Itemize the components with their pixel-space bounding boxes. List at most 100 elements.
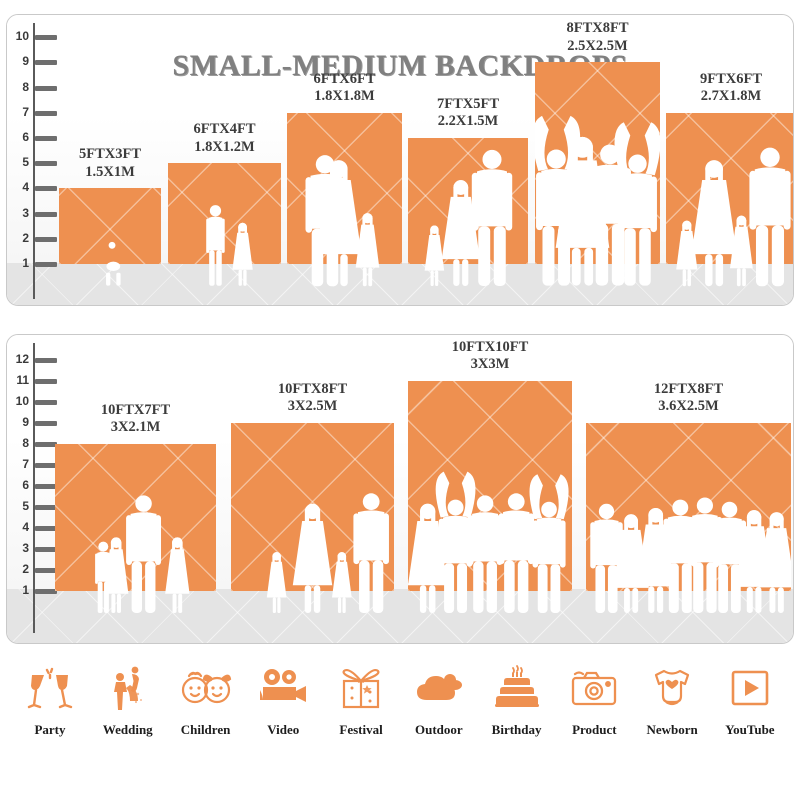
axis-tick-label: 8: [22, 436, 29, 450]
bar-label-ft: 9FTX6FT: [699, 70, 763, 87]
axis-tick-label: 11: [16, 373, 29, 387]
backdrop-size-bar[interactable]: [666, 112, 793, 264]
bar-label: 10FTX7FT 3X2.1M: [56, 402, 216, 437]
bar-label-m: 2.2X1.5M: [437, 113, 499, 130]
bottom-chart-floor: [7, 589, 793, 643]
category-label: Video: [267, 722, 300, 737]
category-strip: Party Wedding Children Video: [0, 660, 800, 770]
category-label: Outdoor: [414, 722, 463, 737]
bar-label: 5FTX3FT 1.5X1M: [30, 146, 190, 181]
bar-label-ft: 6FTX4FT: [193, 121, 256, 138]
bar-label-m: 3X2.1M: [110, 419, 161, 436]
axis-tick: [35, 463, 57, 468]
backdrop-size-bar[interactable]: [287, 112, 402, 264]
category-label: Product: [572, 722, 617, 737]
bar-label: 10FTX8FT 3X2.5M: [233, 381, 393, 416]
backdrop-size-bar[interactable]: [408, 381, 572, 591]
axis-tick: [35, 505, 57, 510]
axis-tick-label: 9: [22, 54, 29, 69]
wine-glasses-icon: [27, 660, 73, 716]
bar-label-m: 3.6X2.5M: [658, 398, 719, 415]
bar-label-ft: 6FTX6FT: [313, 70, 376, 87]
axis-tick: [35, 110, 57, 116]
bar-label-ft: 12FTX8FT: [653, 381, 724, 397]
axis-tick-label: 9: [22, 415, 29, 429]
axis-tick-label: 5: [22, 499, 29, 513]
category-label: Party: [34, 722, 66, 737]
bar-label: 10FTX10FT 3X3M: [410, 339, 570, 374]
category-item-youtube[interactable]: YouTube: [714, 660, 786, 770]
axis-tick: [35, 421, 57, 426]
baby-onesie-icon: [649, 660, 695, 716]
axis-tick: [35, 262, 57, 267]
category-item-birthday[interactable]: Birthday: [481, 660, 553, 770]
backdrop-size-bar[interactable]: [535, 62, 660, 264]
axis-tick-label: 1: [22, 583, 29, 597]
bar-label-ft: 5FTX3FT: [78, 146, 142, 163]
axis-tick-label: 6: [22, 130, 29, 144]
bar-label-ft: 7FTX5FT: [436, 96, 500, 112]
category-item-newborn[interactable]: Newborn: [636, 660, 708, 770]
bar-label-m: 3X2.5M: [287, 398, 338, 415]
axis-tick: [35, 236, 57, 242]
axis-tick-label: 7: [22, 104, 29, 119]
category-item-children[interactable]: Children: [170, 660, 242, 770]
axis-tick: [35, 379, 57, 384]
axis-tick-label: 4: [22, 180, 29, 195]
axis-tick-label: 2: [22, 562, 29, 576]
backdrop-size-bar[interactable]: [231, 423, 394, 591]
bar-label-m: 2.7X1.8M: [700, 88, 762, 105]
category-label: Birthday: [491, 722, 542, 737]
birthday-cake-icon: [493, 660, 541, 716]
axis-tick: [35, 60, 57, 66]
children-faces-icon: [179, 660, 233, 716]
bar-label: 9FTX6FT 2.7X1.8M: [651, 70, 793, 106]
bar-label: 6FTX6FT 1.8X1.8M: [265, 71, 425, 106]
axis-tick-label: 5: [22, 155, 29, 170]
axis-tick-label: 1: [22, 256, 29, 270]
video-camera-icon: [257, 660, 309, 716]
category-label: Festival: [339, 722, 383, 737]
bar-label-m: 3X3M: [470, 356, 510, 373]
axis-tick-label: 8: [22, 79, 29, 94]
bar-label-ft: 10FTX7FT: [100, 402, 171, 418]
category-item-video[interactable]: Video: [247, 660, 319, 770]
bar-label: 8FTX8FT 2.5X2.5M: [518, 20, 678, 55]
axis-tick: [35, 568, 57, 573]
category-item-wedding[interactable]: Wedding: [92, 660, 164, 770]
top-chart-panel: SMALL-MEDIUM BACKDROPS 10 9 8 7 6 5 4 3 2 1 5FTX3…: [6, 14, 794, 306]
axis-tick: [35, 442, 57, 447]
axis-tick-label: 2: [22, 230, 29, 245]
axis-tick: [35, 358, 57, 363]
backdrop-size-bar[interactable]: [59, 188, 161, 264]
category-item-party[interactable]: Party: [14, 660, 86, 770]
backdrop-size-bar[interactable]: [168, 163, 281, 264]
top-chart-axis: [33, 23, 35, 299]
category-item-product[interactable]: Product: [558, 660, 630, 770]
category-item-outdoor[interactable]: Outdoor: [403, 660, 475, 770]
axis-tick: [35, 136, 57, 141]
backdrop-size-bar[interactable]: [586, 423, 791, 591]
axis-tick: [35, 161, 57, 167]
axis-tick: [35, 35, 57, 41]
category-item-festival[interactable]: Festival: [325, 660, 397, 770]
bar-label-m: 1.5X1M: [85, 163, 135, 180]
axis-tick: [35, 589, 57, 594]
bar-label-m: 1.8X1.2M: [194, 138, 255, 155]
gift-box-icon: [337, 660, 385, 716]
bottom-chart-axis: [33, 343, 35, 633]
category-label: Children: [180, 722, 231, 737]
axis-tick: [35, 400, 57, 405]
bar-label: 7FTX5FT 2.2X1.5M: [388, 96, 548, 131]
backdrop-size-bar[interactable]: [408, 138, 528, 264]
bar-label-ft: 8FTX8FT: [566, 20, 629, 37]
axis-tick: [35, 85, 57, 91]
axis-tick-label: 10: [15, 394, 29, 408]
category-label: Wedding: [102, 722, 153, 737]
backdrop-size-bar[interactable]: [55, 444, 216, 591]
axis-tick-label: 12: [15, 352, 29, 366]
axis-tick-label: 4: [22, 520, 29, 534]
top-chart-floor: [7, 263, 793, 305]
